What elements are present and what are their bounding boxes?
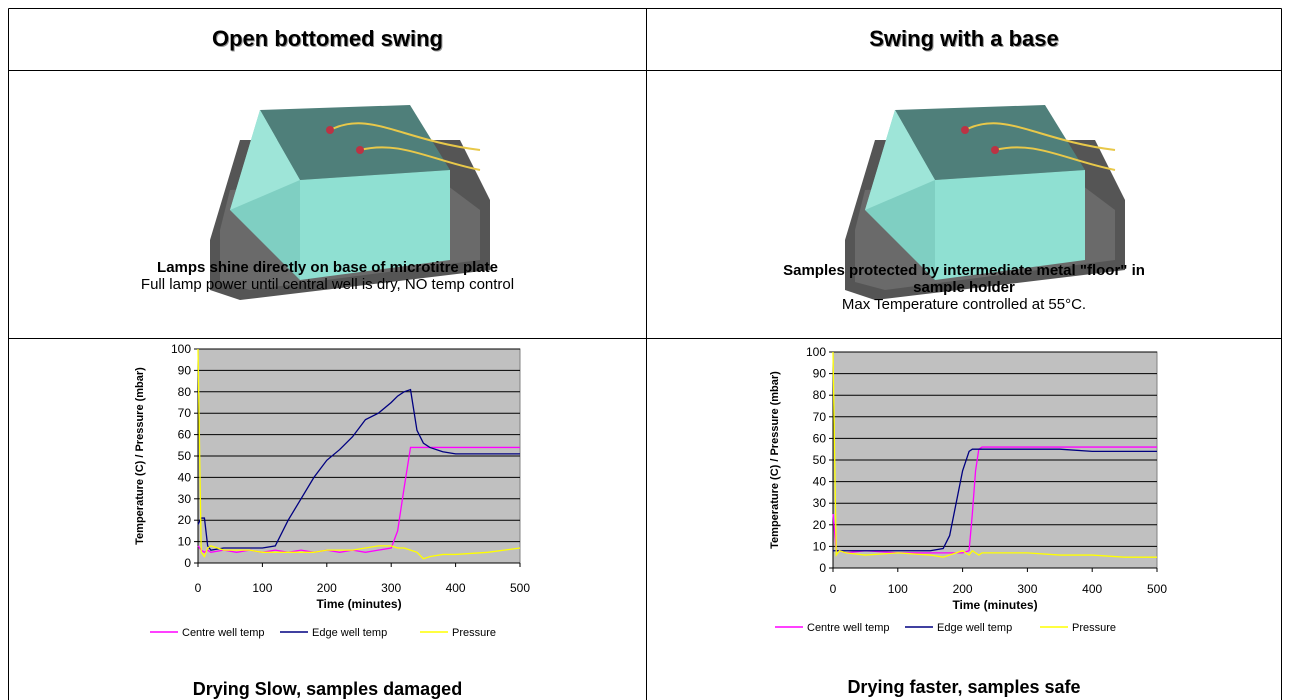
x-axis-label: Time (minutes) — [952, 598, 1037, 612]
x-tick-label: 200 — [317, 581, 337, 595]
x-tick-label: 0 — [195, 581, 202, 595]
y-tick-label: 30 — [178, 492, 192, 506]
data-line — [197, 348, 521, 560]
y-tick-label: 60 — [813, 431, 827, 445]
x-tick-label: 100 — [252, 581, 272, 595]
y-tick-label: 20 — [178, 513, 192, 527]
y-tick-label: 100 — [171, 342, 191, 356]
column-header: Swing with a base — [869, 26, 1059, 51]
column-header: Open bottomed swing — [212, 26, 443, 51]
y-tick-label: 0 — [819, 561, 826, 575]
y-tick-label: 20 — [813, 518, 827, 532]
x-tick-label: 300 — [381, 581, 401, 595]
legend-label: Edge well temp — [312, 627, 387, 639]
y-tick-label: 100 — [806, 345, 826, 359]
caption: Drying faster, samples safe — [847, 677, 1081, 697]
y-tick-label: 40 — [178, 470, 192, 484]
y-tick-label: 70 — [813, 410, 827, 424]
y-axis-label: Temperature (C) / Pressure (mbar) — [769, 371, 781, 549]
y-tick-label: 30 — [813, 496, 827, 510]
description-bold: Samples protected by intermediate metal … — [783, 262, 1145, 296]
y-tick-label: 90 — [178, 363, 192, 377]
x-axis-label: Time (minutes) — [316, 597, 401, 611]
data-line — [833, 448, 1157, 552]
data-line — [197, 446, 520, 554]
description: Lamps shine directly on base of microtit… — [9, 259, 646, 293]
data-line — [832, 446, 1157, 554]
y-tick-label: 40 — [813, 475, 827, 489]
y-tick-label: 0 — [184, 556, 191, 570]
table-borders — [8, 8, 1282, 700]
y-tick-label: 10 — [178, 535, 192, 549]
y-tick-label: 80 — [178, 385, 192, 399]
description-bold: Lamps shine directly on base of microtit… — [157, 259, 498, 276]
y-tick-label: 50 — [813, 453, 827, 467]
legend-label: Pressure — [1072, 622, 1116, 634]
x-tick-label: 400 — [446, 581, 466, 595]
x-tick-label: 500 — [1147, 582, 1167, 596]
y-tick-label: 90 — [813, 367, 827, 381]
y-tick-label: 60 — [178, 428, 192, 442]
x-tick-label: 0 — [830, 582, 837, 596]
x-tick-label: 400 — [1082, 582, 1102, 596]
y-tick-label: 10 — [813, 539, 827, 553]
description-text: Max Temperature controlled at 55°C. — [841, 296, 1087, 313]
legend-label: Centre well temp — [807, 622, 890, 634]
y-tick-label: 50 — [178, 449, 192, 463]
x-tick-label: 100 — [888, 582, 908, 596]
y-tick-label: 70 — [178, 406, 192, 420]
x-tick-label: 500 — [510, 581, 530, 595]
data-line — [832, 351, 1157, 558]
y-tick-label: 80 — [813, 388, 827, 402]
description: Samples protected by intermediate metal … — [647, 262, 1281, 313]
caption: Drying Slow, samples damaged — [192, 679, 463, 699]
y-axis-label: Temperature (C) / Pressure (mbar) — [134, 367, 146, 545]
description-text: Full lamp power until central well is dr… — [140, 276, 515, 293]
legend-label: Edge well temp — [937, 622, 1012, 634]
x-tick-label: 300 — [1017, 582, 1037, 596]
legend-label: Centre well temp — [182, 627, 265, 639]
legend-label: Pressure — [452, 627, 496, 639]
x-tick-label: 200 — [953, 582, 973, 596]
